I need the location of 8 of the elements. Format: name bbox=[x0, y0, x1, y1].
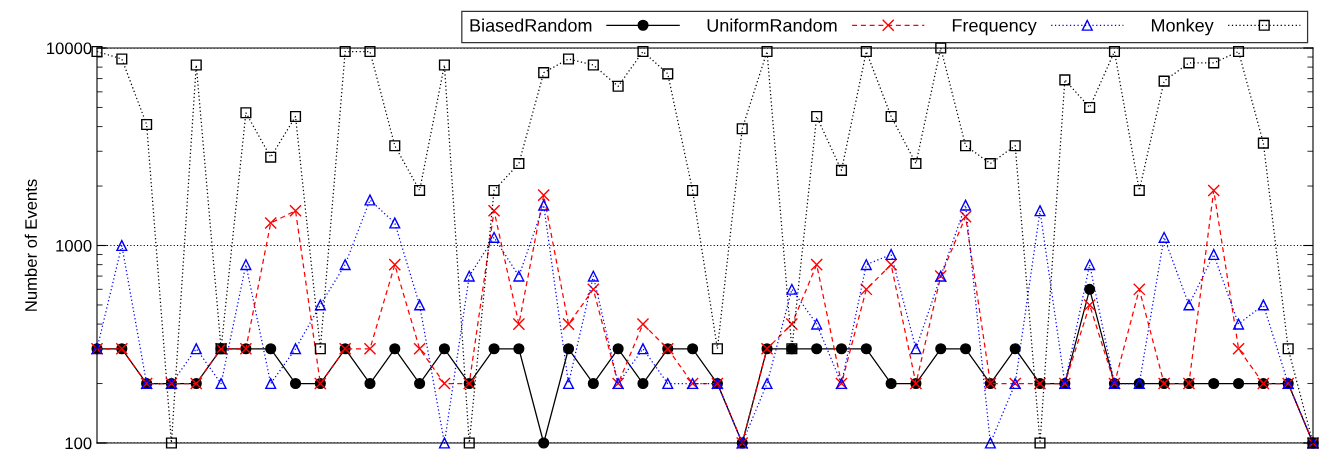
y-tick-label: 1000 bbox=[56, 239, 92, 252]
legend-label: Monkey bbox=[1151, 18, 1214, 36]
legend-label: Frequency bbox=[952, 19, 1037, 36]
y-axis-title: Number of Events bbox=[24, 179, 37, 311]
y-tick-label: 100 bbox=[65, 437, 92, 450]
legend-label: UniformRandom bbox=[707, 18, 837, 32]
legend-label: BiasedRandom bbox=[470, 18, 592, 32]
y-tick-label: 10000 bbox=[47, 42, 92, 55]
